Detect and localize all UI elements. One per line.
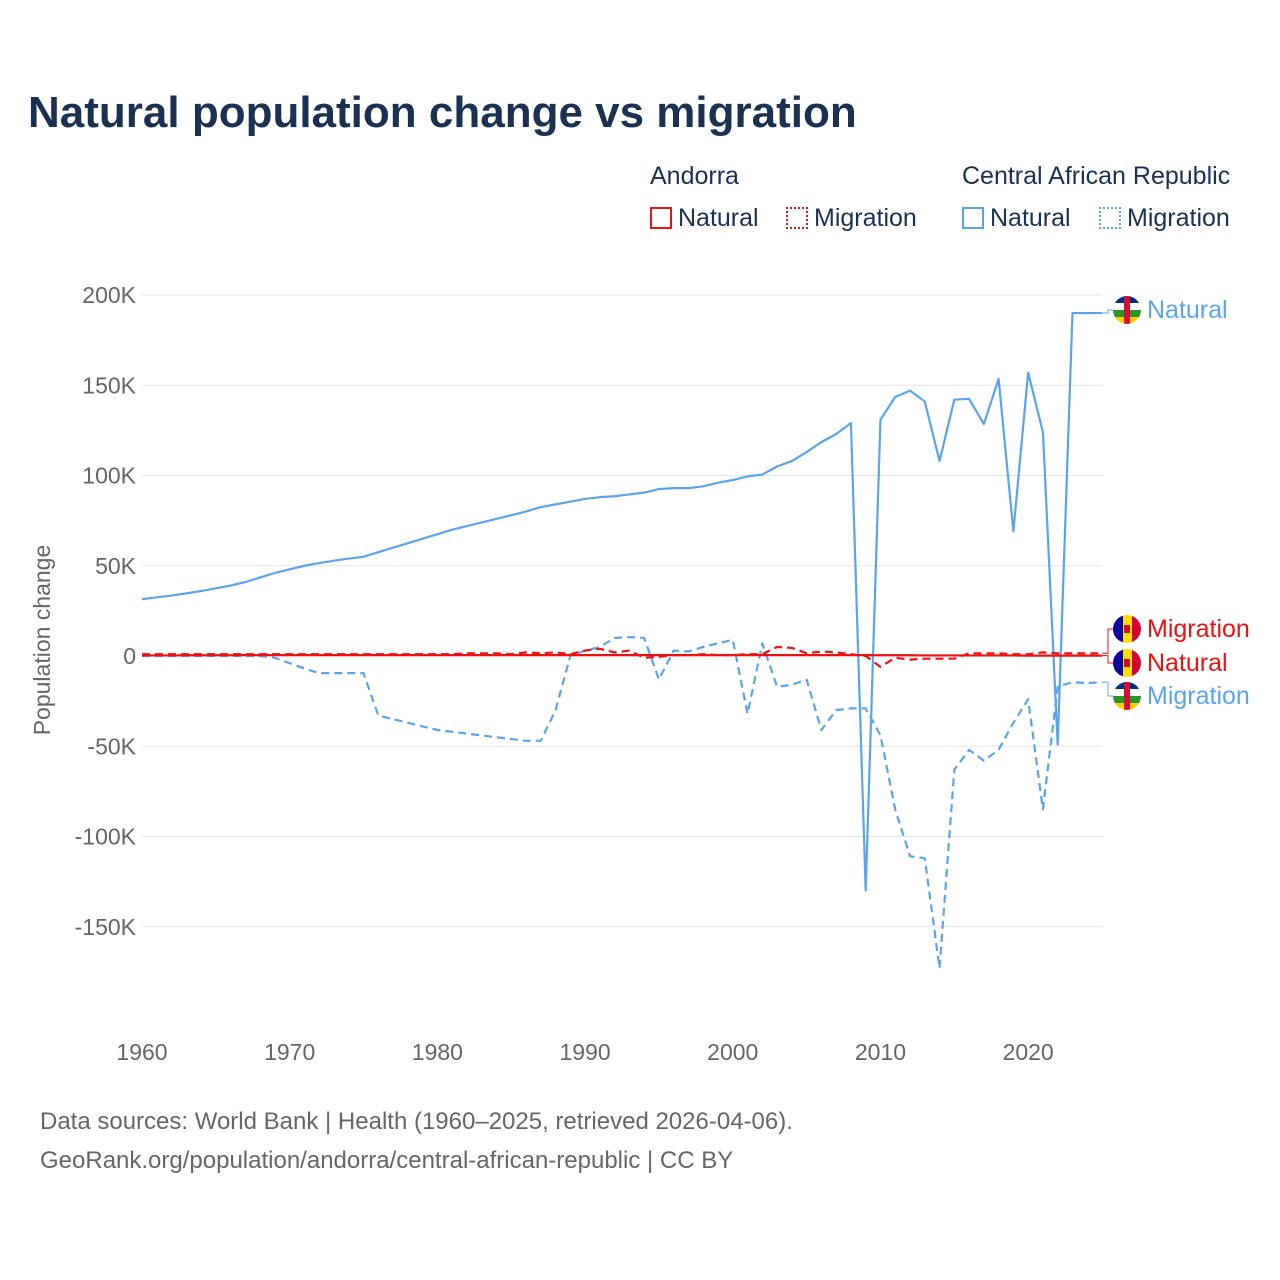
series-line-1[interactable]: [142, 635, 1103, 970]
legend-andorra-migration[interactable]: Migration: [786, 204, 917, 233]
legend-group-andorra: Andorra: [650, 162, 739, 190]
y-tick-label: 150K: [82, 372, 136, 398]
solid-swatch-icon: [962, 207, 984, 229]
label-connector: [1102, 655, 1114, 664]
dotted-swatch-icon: [786, 207, 808, 229]
legend-car-natural[interactable]: Natural: [962, 204, 1071, 233]
y-tick-label: 100K: [82, 463, 136, 489]
chart-title: Natural population change vs migration: [28, 88, 857, 137]
series-end-label: Natural: [1147, 296, 1228, 324]
andorra-flag-icon: [1113, 649, 1141, 677]
footer-link[interactable]: GeoRank.org/population/andorra/central-a…: [40, 1147, 734, 1174]
y-tick-label: 200K: [82, 282, 136, 308]
series-end-label: Natural: [1147, 649, 1228, 677]
x-tick-label: 1990: [559, 1039, 610, 1065]
x-tick-label: 1970: [264, 1039, 315, 1065]
legend-group-car: Central African Republic: [962, 162, 1231, 190]
legend-andorra-natural[interactable]: Natural: [650, 204, 759, 233]
x-tick-label: 2000: [707, 1039, 758, 1065]
solid-swatch-icon: [650, 207, 672, 229]
dotted-swatch-icon: [1099, 207, 1121, 229]
y-tick-label: 50K: [95, 553, 137, 579]
series-end-label: Migration: [1147, 682, 1250, 710]
x-tick-label: 1980: [412, 1039, 463, 1065]
legend-label: Natural: [678, 204, 759, 232]
y-axis-label: Population change: [29, 545, 55, 736]
series-line-3[interactable]: [142, 645, 1102, 668]
label-connector: [1102, 681, 1114, 697]
series-end-label: Migration: [1147, 615, 1250, 643]
legend-label: Migration: [1127, 204, 1230, 232]
y-tick-label: 0: [123, 643, 136, 669]
y-tick-label: -100K: [75, 824, 137, 850]
car-flag-icon: [1113, 296, 1141, 324]
x-tick-label: 2020: [1003, 1039, 1054, 1065]
x-tick-label: 2010: [855, 1039, 906, 1065]
x-tick-label: 1960: [116, 1039, 167, 1065]
y-tick-label: -150K: [75, 914, 137, 940]
legend-label: Natural: [990, 204, 1071, 232]
series-line-0[interactable]: [141, 311, 1102, 892]
label-connector: [1102, 309, 1114, 314]
andorra-flag-icon: [1113, 615, 1141, 643]
legend-label: Migration: [814, 204, 917, 232]
y-tick-label: -50K: [87, 733, 136, 759]
car-flag-icon: [1113, 682, 1141, 710]
legend-car-migration[interactable]: Migration: [1099, 204, 1230, 233]
footer-sources: Data sources: World Bank | Health (1960–…: [40, 1108, 793, 1135]
label-connector: [1102, 628, 1114, 654]
